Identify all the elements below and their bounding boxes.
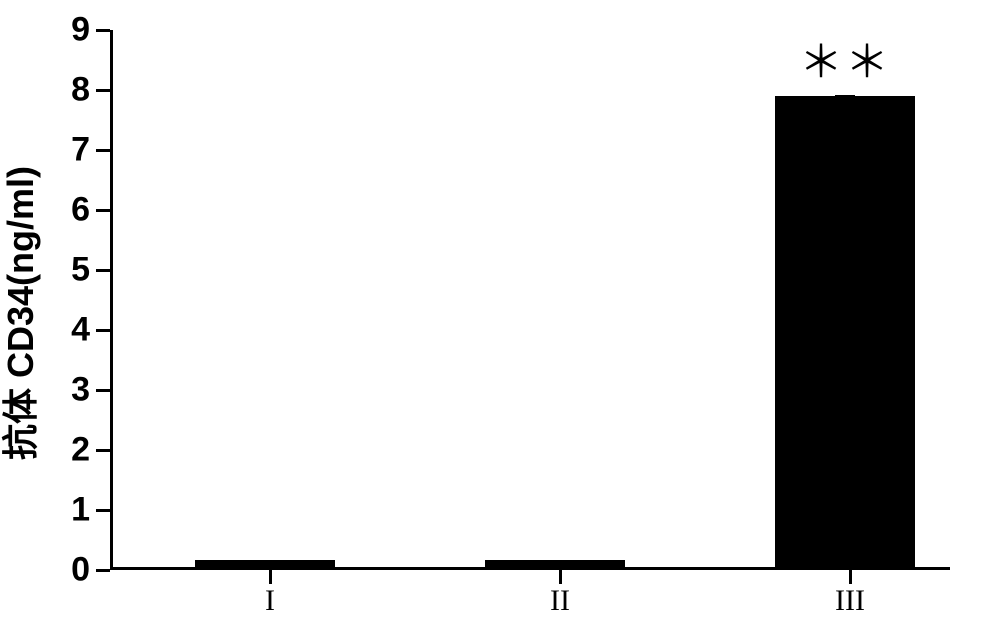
bar	[485, 560, 625, 567]
x-category-label: I	[265, 584, 275, 618]
y-tick-label: 8	[50, 71, 90, 110]
y-axis-label: 抗体 CD34(ng/ml)	[0, 165, 44, 459]
y-tick	[96, 569, 110, 572]
y-tick	[96, 329, 110, 332]
x-tick	[559, 570, 562, 584]
y-tick-label: 7	[50, 131, 90, 170]
x-tick	[849, 570, 852, 584]
y-tick	[96, 209, 110, 212]
y-tick-label: 5	[50, 251, 90, 290]
y-tick-label: 3	[50, 371, 90, 410]
y-tick	[96, 149, 110, 152]
y-tick	[96, 89, 110, 92]
y-tick-label: 0	[50, 551, 90, 590]
y-tick	[96, 29, 110, 32]
bar-chart: 抗体 CD34(ng/ml) 0123456789IIIIII＊＊	[0, 0, 1000, 625]
x-axis-line	[110, 567, 950, 570]
y-tick-label: 2	[50, 431, 90, 470]
y-tick-label: 9	[50, 11, 90, 50]
plot-area	[110, 30, 950, 570]
x-category-label: II	[550, 584, 570, 618]
bar	[195, 560, 335, 567]
y-tick	[96, 449, 110, 452]
y-tick-label: 6	[50, 191, 90, 230]
x-category-label: III	[835, 584, 865, 618]
y-tick-label: 4	[50, 311, 90, 350]
y-tick	[96, 389, 110, 392]
x-tick	[269, 570, 272, 584]
significance-marker: ＊＊	[799, 26, 891, 90]
y-tick	[96, 509, 110, 512]
y-tick-label: 1	[50, 491, 90, 530]
y-tick	[96, 269, 110, 272]
bar	[775, 96, 915, 567]
y-axis-line	[110, 30, 113, 570]
errorbar-cap	[835, 95, 855, 97]
